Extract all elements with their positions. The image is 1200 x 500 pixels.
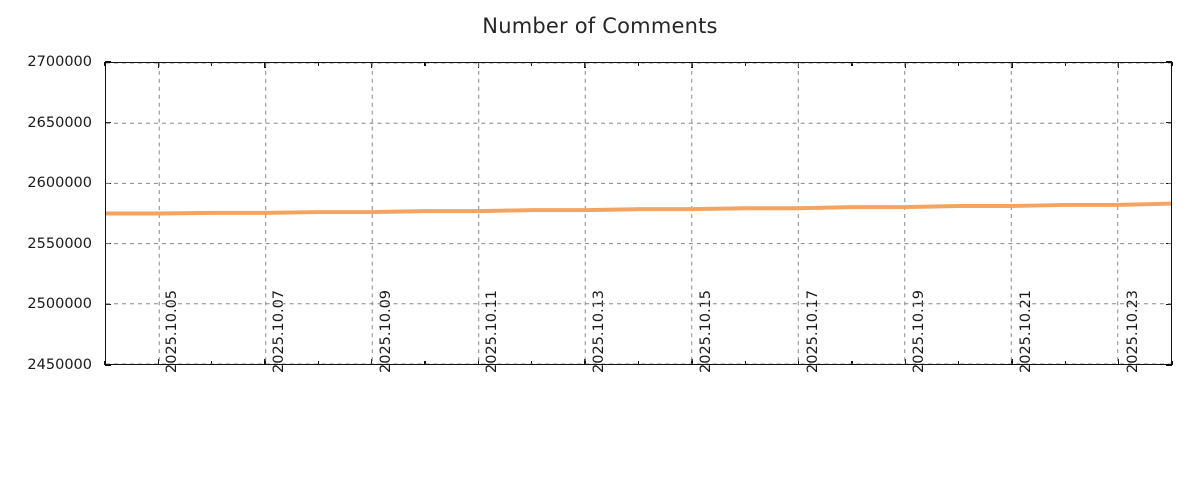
y-axis-tick-label: 2600000 bbox=[27, 175, 92, 192]
x-axis-tickmark bbox=[584, 359, 586, 365]
x-axis-tickmark bbox=[637, 62, 640, 66]
x-axis-tickmark bbox=[157, 62, 160, 68]
x-axis-tickmark bbox=[264, 359, 266, 365]
y-axis-tick-label: 2550000 bbox=[27, 235, 92, 252]
x-axis-tickmark bbox=[531, 361, 533, 365]
x-axis-tickmark bbox=[1011, 62, 1013, 68]
x-axis-tickmark bbox=[1064, 62, 1066, 66]
chart-title: Number of Comments bbox=[482, 14, 718, 38]
x-axis-tickmark bbox=[957, 62, 960, 66]
plot-area bbox=[105, 62, 1172, 365]
x-axis-tickmark bbox=[1011, 359, 1013, 365]
x-axis-tickmark bbox=[691, 359, 693, 365]
y-axis-tick-label: 2700000 bbox=[27, 54, 92, 70]
y-axis-tickmark bbox=[105, 61, 111, 63]
x-axis-tickmark bbox=[104, 62, 106, 66]
x-axis-tickmark bbox=[1064, 361, 1066, 365]
x-axis-tickmark bbox=[371, 359, 373, 365]
x-axis-tickmark bbox=[477, 359, 480, 365]
x-axis-tickmark bbox=[637, 361, 640, 365]
x-axis-tickmark bbox=[797, 359, 800, 365]
x-axis-tickmark bbox=[851, 361, 853, 365]
grid-lines bbox=[106, 63, 1171, 364]
x-axis-tickmark bbox=[211, 62, 213, 66]
x-axis-tickmark bbox=[1117, 359, 1120, 365]
x-axis-tickmark bbox=[264, 62, 266, 68]
x-axis-tickmark bbox=[851, 62, 853, 66]
y-axis-tick-label: 2650000 bbox=[27, 114, 92, 131]
x-axis-tickmark bbox=[904, 359, 906, 365]
x-axis-tickmark bbox=[744, 62, 746, 66]
y-axis-tickmark bbox=[105, 121, 111, 124]
x-axis-tickmark bbox=[211, 361, 213, 365]
y-axis-tickmark bbox=[105, 303, 111, 306]
x-axis-tickmark bbox=[424, 361, 426, 365]
series-line bbox=[106, 201, 1171, 216]
x-axis-tickmark bbox=[317, 361, 320, 365]
x-axis-tickmark bbox=[957, 361, 960, 365]
y-axis-tick-label: 2450000 bbox=[27, 357, 92, 373]
x-axis-tickmark bbox=[531, 62, 533, 66]
x-axis-tickmark bbox=[104, 361, 106, 365]
x-axis-tickmark bbox=[157, 359, 160, 365]
x-axis-tickmark bbox=[744, 361, 746, 365]
x-axis-tickmark bbox=[1117, 62, 1120, 68]
y-axis-tick-label: 2500000 bbox=[27, 296, 92, 313]
y-axis-tickmark bbox=[1166, 303, 1172, 306]
series-line-number-of-comments bbox=[106, 201, 1171, 216]
y-axis-tickmark bbox=[1166, 121, 1172, 124]
x-axis-tickmark bbox=[317, 62, 320, 66]
x-axis-tickmark bbox=[424, 62, 426, 66]
x-axis-tickmark bbox=[371, 62, 373, 68]
y-axis-tickmark bbox=[1166, 61, 1172, 63]
